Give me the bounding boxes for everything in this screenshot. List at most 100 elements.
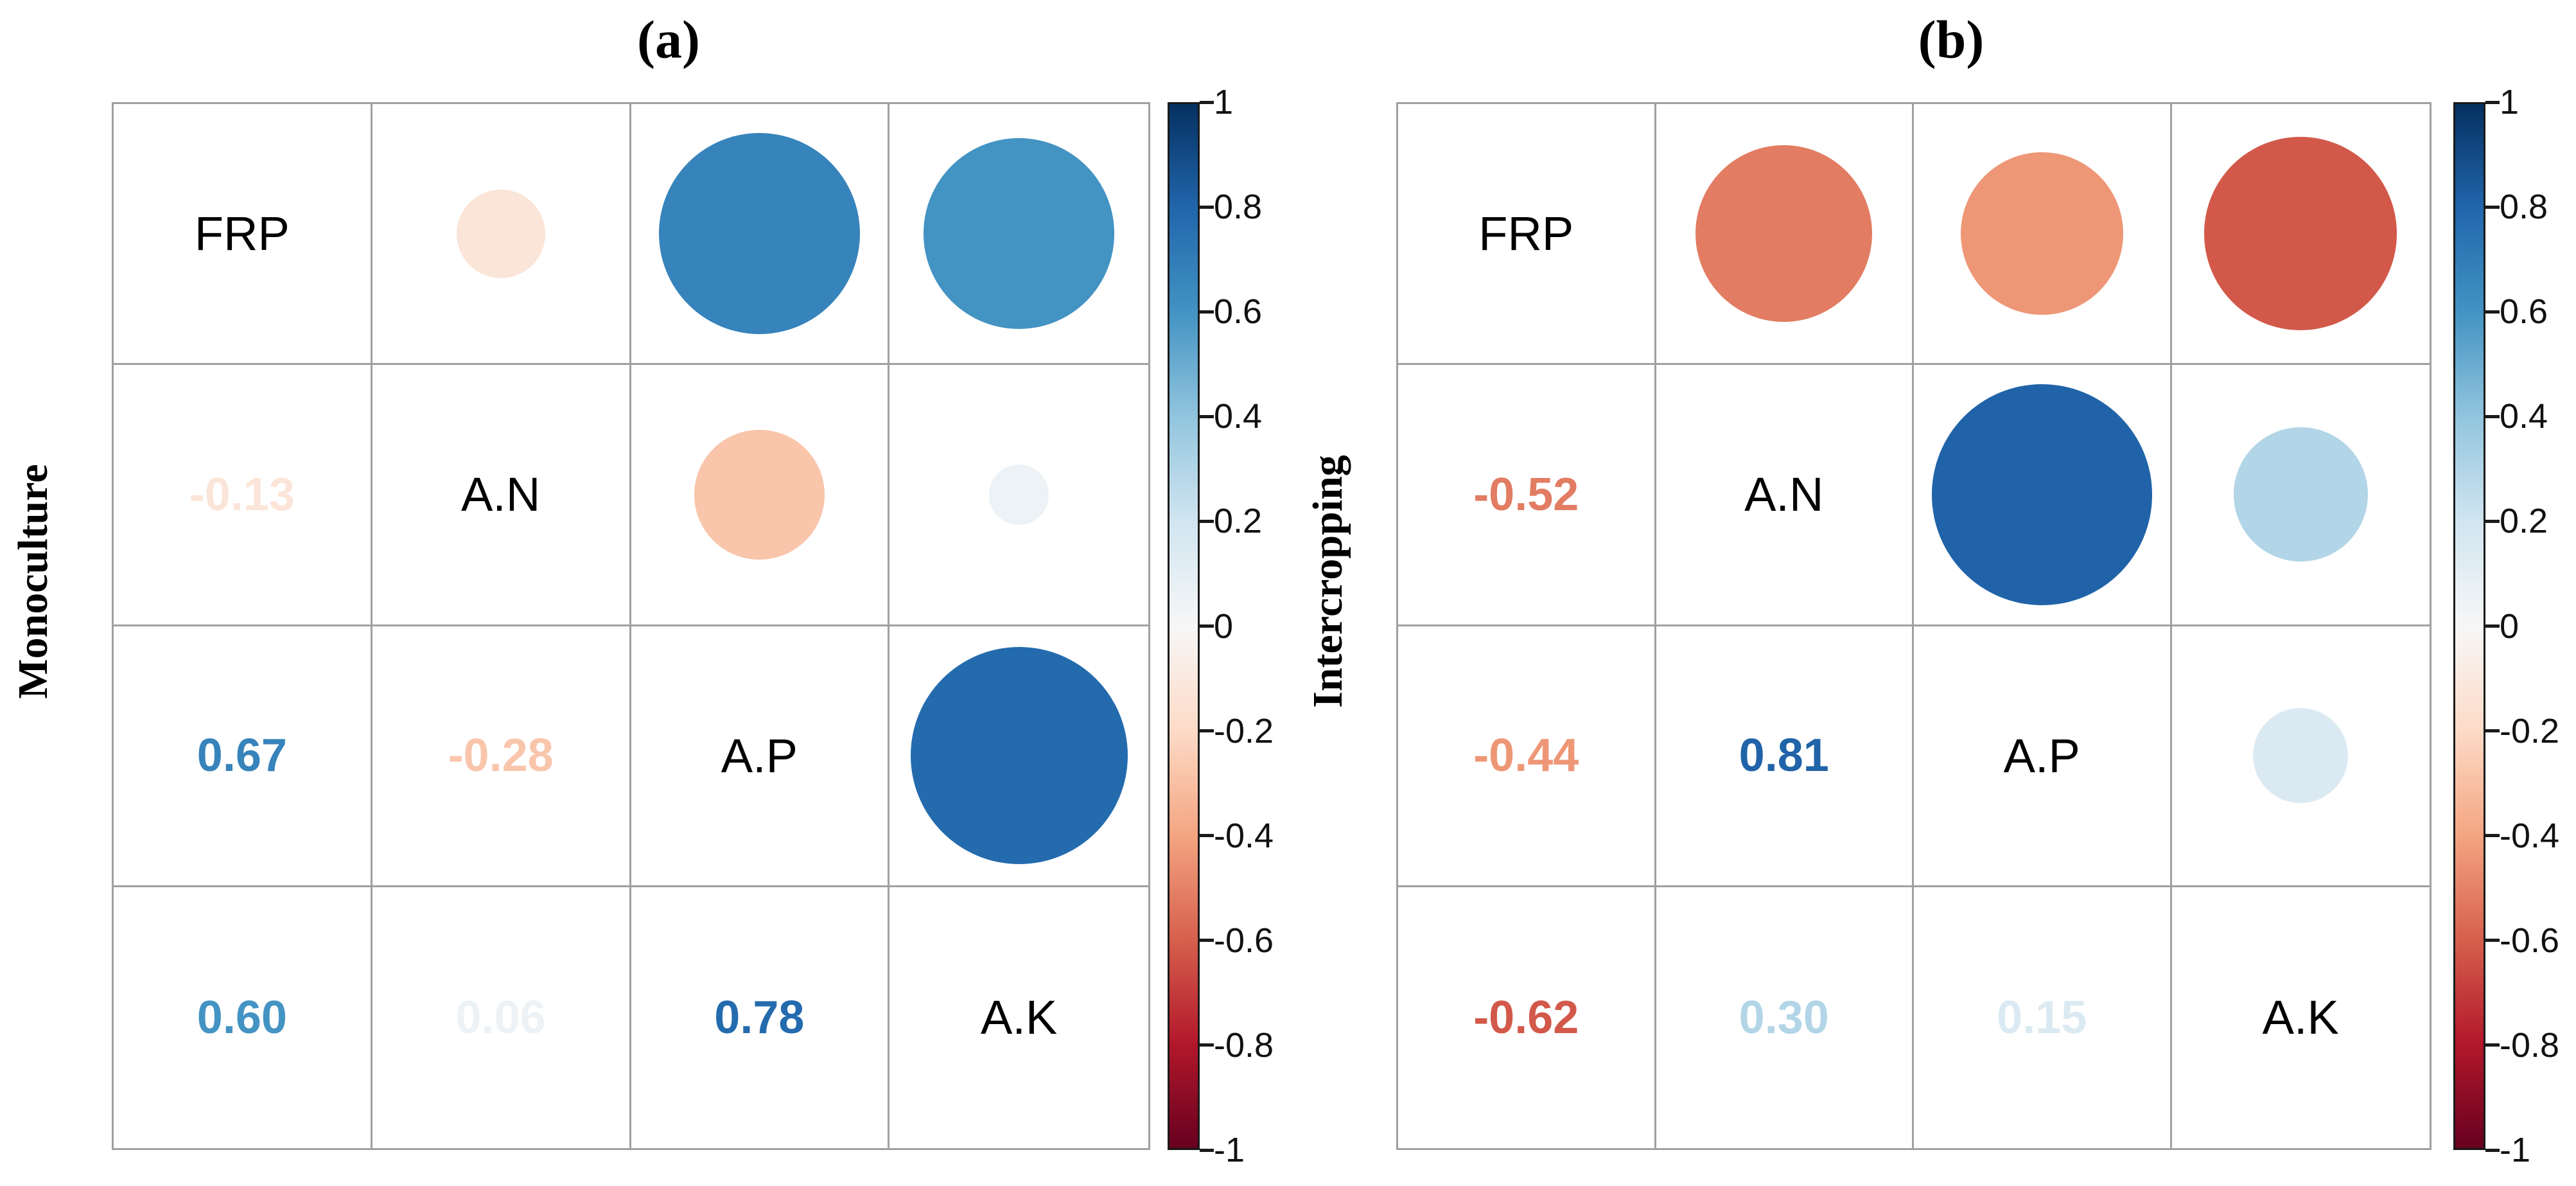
colorbar-tick [1200, 100, 1214, 104]
colorbar-tick-label: 0.6 [1214, 292, 1263, 332]
matrix-cell: 0.78 [631, 887, 890, 1148]
matrix-cell [372, 104, 631, 366]
diagonal-variable-label: A.P [721, 729, 798, 783]
correlation-value: -0.13 [189, 468, 295, 520]
correlation-circle [2253, 708, 2349, 803]
colorbar-tick [2485, 519, 2500, 523]
correlation-value: -0.52 [1473, 468, 1579, 520]
colorbar-tick-label: -0.6 [1214, 921, 1274, 960]
panel-b-ylabel: Intercropping [1304, 455, 1351, 708]
matrix-cell [631, 104, 890, 366]
colorbar-tick-label: -0.2 [1214, 711, 1274, 750]
matrix-cell [2171, 365, 2430, 626]
matrix-cell [2171, 626, 2430, 887]
colorbar-tick [1200, 414, 1214, 418]
matrix-cell: 0.81 [1656, 626, 1914, 887]
matrix-cell: FRP [1398, 104, 1656, 366]
correlation-value: 0.60 [197, 991, 287, 1043]
colorbar-tick-label: 0 [2500, 606, 2519, 646]
colorbar-tick [1200, 1043, 1214, 1047]
matrix-cell [1914, 104, 2172, 366]
colorbar-tick [1200, 624, 1214, 628]
matrix-cell: A.N [1656, 365, 1914, 626]
diagonal-variable-label: A.K [980, 991, 1058, 1045]
matrix-cell: 0.06 [372, 887, 631, 1148]
colorbar-tick-label: -0.6 [2500, 921, 2560, 960]
colorbar-tick [2485, 310, 2500, 314]
colorbar-tick [1200, 834, 1214, 838]
diagonal-variable-label: A.N [1744, 468, 1824, 522]
matrix-cell: -0.44 [1398, 626, 1656, 887]
matrix-cell [889, 365, 1148, 626]
matrix-cell: 0.15 [1914, 887, 2172, 1148]
correlation-circle [910, 647, 1128, 865]
panel-a-ylabel: Monoculture [10, 464, 57, 699]
colorbar-tick-label: 0.2 [1214, 502, 1263, 541]
colorbar-tick-label: -1 [2500, 1131, 2531, 1169]
matrix-cell: -0.52 [1398, 365, 1656, 626]
colorbar-tick-label: 1 [2500, 83, 2519, 121]
colorbar-tick-label: -0.2 [2500, 711, 2560, 750]
matrix-cell: -0.13 [114, 365, 372, 626]
matrix-cell: 0.67 [114, 626, 372, 887]
colorbar-gradient [1168, 102, 1200, 1150]
colorbar-tick-label: 0.8 [1214, 188, 1263, 227]
matrix-cell: A.P [631, 626, 890, 887]
correlation-circle [456, 189, 545, 278]
matrix-cell: A.N [372, 365, 631, 626]
matrix-cell: 0.30 [1656, 887, 1914, 1148]
matrix-cell: 0.60 [114, 887, 372, 1148]
colorbar-tick [1200, 205, 1214, 209]
colorbar-tick-label: -0.8 [2500, 1025, 2560, 1065]
panel-b-title: (b) [1918, 10, 1985, 70]
colorbar-tick-label: -0.4 [2500, 816, 2560, 855]
colorbar-tick-label: 0.2 [2500, 502, 2548, 541]
correlation-grid-b: FRP -0.52 A.N -0.44 0.81 A.P -0.62 0.30 0.15 A.K [1396, 102, 2431, 1150]
correlation-value: 0.81 [1739, 730, 1829, 782]
correlation-value: 0.15 [1997, 991, 2087, 1043]
correlation-value: 0.78 [714, 991, 805, 1043]
diagonal-variable-label: FRP [1478, 207, 1574, 261]
matrix-cell [2171, 104, 2430, 366]
colorbar-tick [1200, 1148, 1214, 1152]
correlation-circle [988, 465, 1049, 525]
correlation-value: -0.44 [1473, 730, 1579, 782]
matrix-cell [631, 365, 890, 626]
diagonal-variable-label: A.P [2003, 729, 2080, 783]
correlation-value: -0.62 [1473, 991, 1579, 1043]
matrix-cell [1914, 365, 2172, 626]
colorbar-tick-label: -1 [1214, 1131, 1245, 1169]
matrix-cell: A.K [2172, 887, 2430, 1148]
colorbar-tick [1200, 729, 1214, 733]
diagonal-variable-label: FRP [194, 207, 290, 261]
colorbar-tick-label: 1 [1214, 83, 1234, 121]
correlation-circle [2204, 137, 2397, 330]
diagonal-variable-label: A.K [2262, 991, 2339, 1045]
diagonal-variable-label: A.N [460, 468, 541, 522]
matrix-cell: A.P [1914, 626, 2172, 887]
colorbar-tick [2485, 939, 2500, 943]
correlation-grid-a: FRP -0.13 A.N 0.67 -0.28 A.P 0.60 0.06 0.78 A.K [112, 102, 1150, 1150]
matrix-cell [889, 626, 1148, 887]
correlation-circle [1695, 145, 1873, 323]
colorbar-tick-label: -0.8 [1214, 1025, 1274, 1065]
correlation-circle [924, 138, 1114, 329]
colorbar-tick [1200, 939, 1214, 943]
correlation-circle [1960, 152, 2123, 315]
colorbar-tick [1200, 310, 1214, 314]
colorbar-tick [2485, 205, 2500, 209]
colorbar-tick [2485, 729, 2500, 733]
correlation-circle [694, 429, 825, 560]
matrix-cell: FRP [114, 104, 372, 366]
matrix-cell: A.K [889, 887, 1148, 1148]
correlation-circle [2233, 427, 2368, 562]
colorbar-tick-label: 0.4 [2500, 397, 2548, 436]
correlation-circle [1931, 384, 2152, 605]
colorbar-tick-label: 0 [1214, 606, 1234, 646]
correlation-value: 0.30 [1739, 991, 1829, 1043]
colorbar-tick [2485, 1043, 2500, 1047]
panel-a-title: (a) [637, 10, 700, 70]
colorbar-tick [2485, 624, 2500, 628]
correlation-value: -0.28 [448, 730, 554, 782]
